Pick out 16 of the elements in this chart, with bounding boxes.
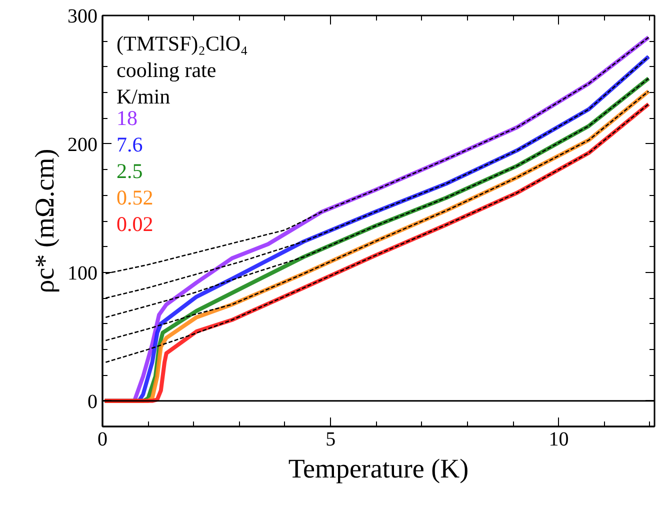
text: 0.02 <box>116 212 154 236</box>
x-tick-label: 5 <box>326 428 336 450</box>
x-tick-label: 10 <box>548 428 569 450</box>
annotation: (TMTSF)₂ClO₄ <box>116 32 248 56</box>
annotation: K/min <box>116 84 171 108</box>
x-axis-title: Temperature (K) <box>288 454 469 484</box>
text: 7.6 <box>116 132 143 156</box>
y-tick-label: 100 <box>68 262 98 284</box>
y-axis-title: ρc* (mΩ.cm) <box>30 148 60 294</box>
text: 18 <box>116 106 138 130</box>
text: 2.5 <box>116 159 143 183</box>
y-tick-label: 0 <box>88 390 98 413</box>
annotation: cooling rate <box>116 58 216 82</box>
y-tick-label: 300 <box>68 6 98 28</box>
y-tick-label: 200 <box>68 134 98 156</box>
text: 0.52 <box>116 186 154 210</box>
